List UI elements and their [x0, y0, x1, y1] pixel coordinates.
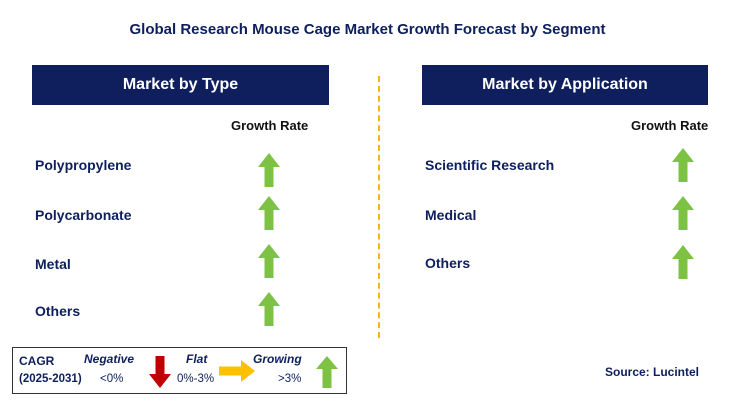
cagr-legend: CAGR (2025-2031) Negative <0% Flat 0%-3%…: [12, 347, 347, 394]
growing-arrow-icon: [672, 148, 694, 182]
growth-rate-label-type: Growth Rate: [231, 118, 309, 133]
legend-negative-range: <0%: [100, 373, 124, 385]
growing-arrow-icon: [316, 356, 338, 388]
application-row-label: Scientific Research: [425, 157, 555, 173]
application-row-label: Others: [425, 255, 471, 271]
legend-cagr-label: CAGR: [19, 354, 55, 368]
legend-growing-range: >3%: [278, 373, 302, 385]
growing-arrow-icon: [258, 196, 280, 230]
type-row-label: Polycarbonate: [35, 207, 132, 223]
negative-arrow-icon: [149, 356, 171, 388]
growing-arrow-icon: [672, 196, 694, 230]
growing-arrow-icon: [258, 292, 280, 326]
chart-title: Global Research Mouse Cage Market Growth…: [129, 21, 606, 38]
type-row-label: Polypropylene: [35, 157, 132, 173]
source-note: Source: Lucintel: [605, 365, 700, 379]
type-row-label: Metal: [35, 256, 71, 272]
legend-flat-label: Flat: [186, 352, 208, 366]
market-by-type-header: Market by Type: [32, 65, 329, 105]
flat-arrow-icon: [219, 360, 255, 382]
growing-arrow-icon: [258, 244, 280, 278]
type-row-label: Others: [35, 303, 81, 319]
legend-period: (2025-2031): [19, 373, 82, 385]
growth-rate-label-application: Growth Rate: [631, 118, 709, 133]
legend-growing-label: Growing: [253, 352, 302, 366]
growing-arrow-icon: [258, 153, 280, 187]
legend-flat-range: 0%-3%: [177, 373, 215, 385]
panel-divider: [378, 76, 380, 338]
application-row-label: Medical: [425, 207, 477, 223]
market-by-application-header: Market by Application: [422, 65, 708, 105]
growing-arrow-icon: [672, 245, 694, 279]
legend-negative-label: Negative: [84, 352, 135, 366]
